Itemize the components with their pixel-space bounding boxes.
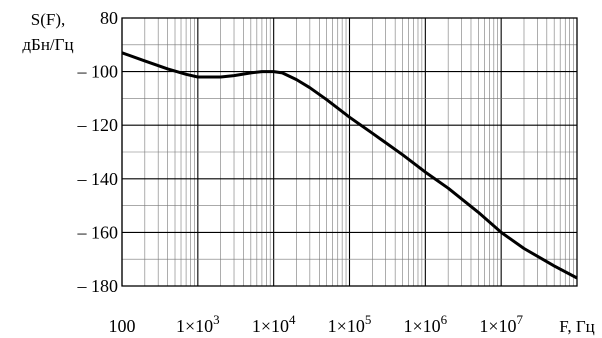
x-tick-label: 100 — [109, 316, 136, 336]
plot-frame — [121, 17, 578, 287]
y-axis-label-line1: S(F), — [31, 10, 65, 29]
y-tick-label: – 160 — [77, 222, 119, 242]
y-tick-label: – 100 — [77, 62, 119, 82]
y-tick-label: – 140 — [77, 169, 119, 189]
series-line — [121, 51, 578, 280]
x-tick-labels: 100 1×103 1×104 1×105 1×106 1×107 — [109, 312, 524, 336]
x-axis-label: F, Гц — [559, 317, 595, 336]
y-tick-label: – 120 — [77, 115, 119, 135]
grid-lines — [121, 18, 577, 286]
y-tick-label: – 180 — [77, 276, 119, 296]
x-tick-label: 1×107 — [479, 312, 523, 336]
y-tick-label: 80 — [100, 8, 118, 28]
x-tick-label: 1×103 — [176, 312, 220, 336]
x-tick-label: 1×106 — [404, 312, 448, 336]
x-tick-label: 1×105 — [328, 312, 372, 336]
x-tick-label: 1×104 — [252, 312, 296, 336]
y-tick-labels: 80 – 100 – 120 – 140 – 160 – 180 — [77, 8, 119, 296]
y-axis-label-line2: дБн/Гц — [22, 35, 73, 54]
